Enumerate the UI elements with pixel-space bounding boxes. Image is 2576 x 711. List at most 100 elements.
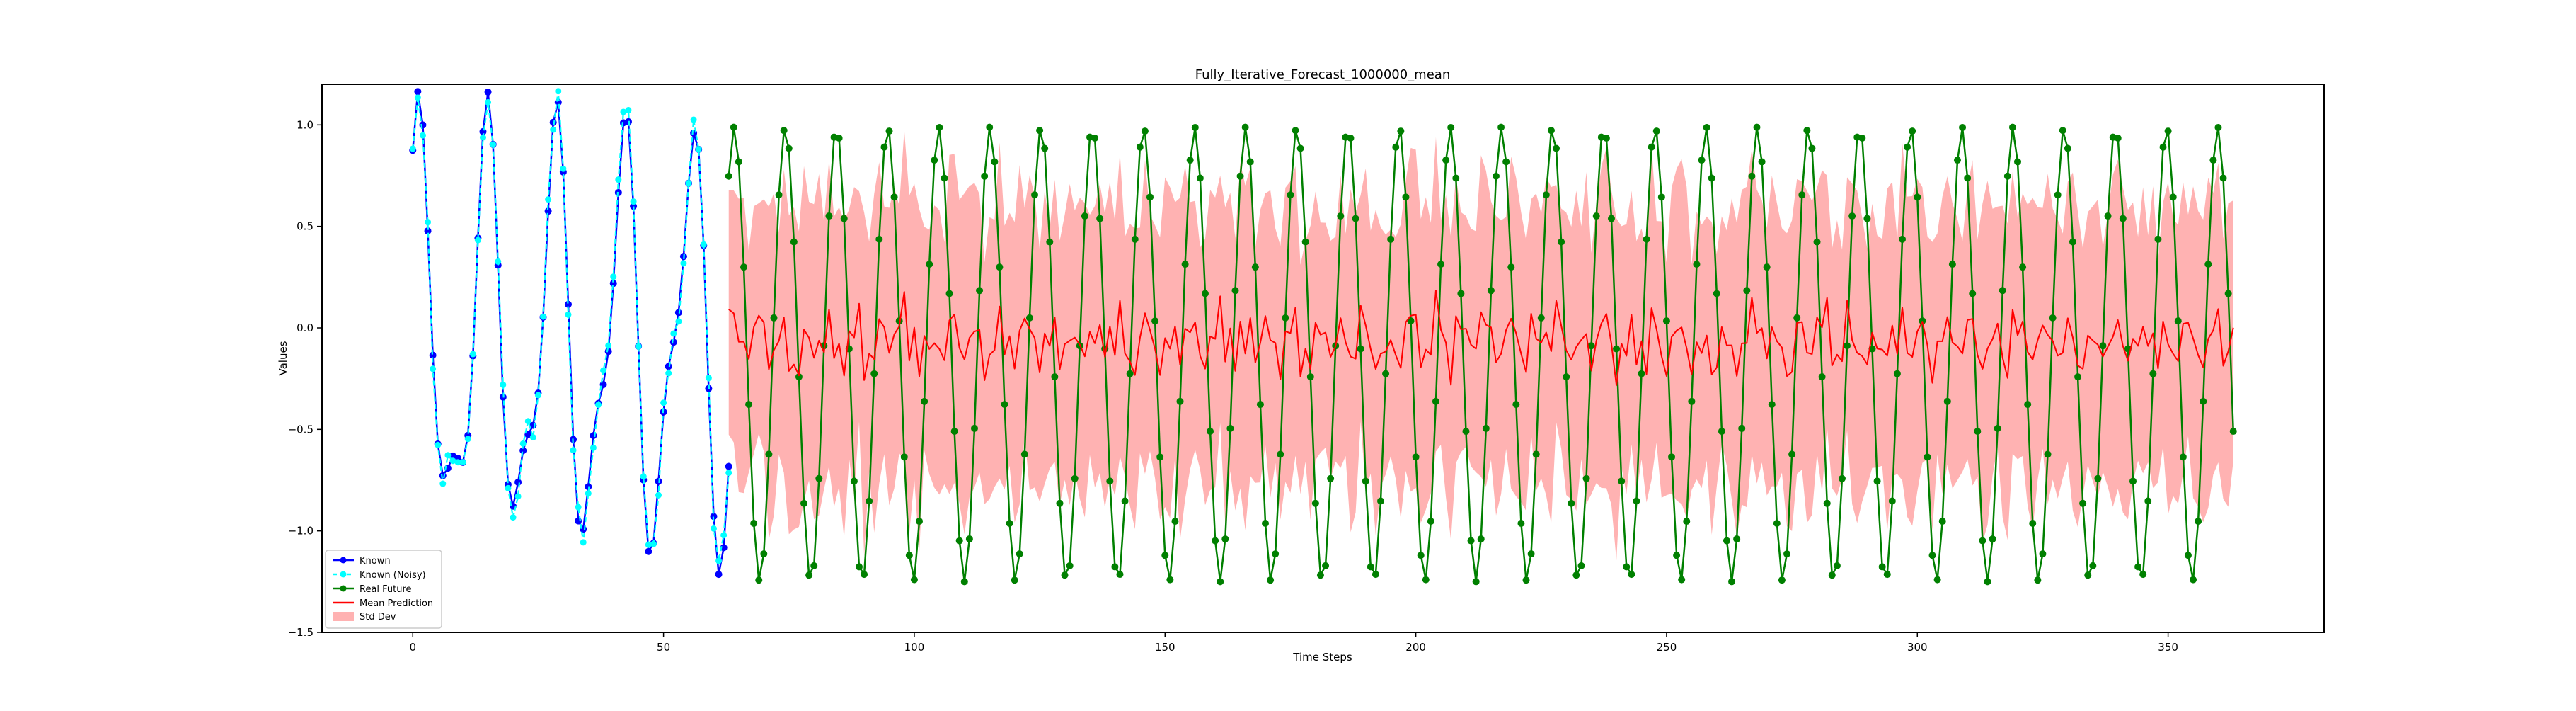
real-future-point <box>2204 261 2212 268</box>
real-future-point <box>2003 172 2011 180</box>
real-future-point <box>1025 314 1033 322</box>
x-tick-label: 100 <box>904 641 925 654</box>
known-noisy-point <box>690 116 697 123</box>
real-future-point <box>1241 123 1249 131</box>
real-future-point <box>890 193 898 201</box>
real-future-point <box>1833 562 1841 569</box>
plot-layer <box>409 88 2237 586</box>
known-point <box>609 280 617 288</box>
known-noisy-point <box>590 444 597 451</box>
known-point <box>564 300 572 308</box>
known-noisy-point <box>479 134 486 141</box>
known-point <box>665 363 672 370</box>
known-point <box>549 118 557 126</box>
known-noisy-point <box>700 241 707 248</box>
legend-label-real-future: Real Future <box>360 584 412 595</box>
real-future-point <box>1367 563 1374 571</box>
real-future-point <box>1362 477 1369 485</box>
real-future-point <box>785 144 793 152</box>
real-future-point <box>1517 520 1525 528</box>
real-future-point <box>1287 191 1294 199</box>
known-noisy-point <box>610 273 617 280</box>
known-noisy-point <box>660 399 667 406</box>
real-future-point <box>1096 215 1104 222</box>
real-future-point <box>770 314 778 322</box>
real-future-point <box>1347 134 1355 142</box>
real-future-point <box>1657 193 1665 201</box>
legend-label-known-noisy: Known (Noisy) <box>360 570 426 581</box>
real-future-point <box>991 158 999 166</box>
real-future-point <box>2200 397 2207 405</box>
real-future-point <box>800 499 808 507</box>
real-future-point <box>1267 576 1275 584</box>
real-future-point <box>1382 370 1390 377</box>
real-future-point <box>1352 215 1359 222</box>
y-tick-label: 0.0 <box>297 322 314 334</box>
real-future-point <box>2134 563 2142 571</box>
real-future-point <box>885 127 893 135</box>
known-noisy-point <box>600 367 607 374</box>
real-future-point <box>1502 158 1510 166</box>
known-noisy-point <box>675 318 682 325</box>
real-future-point <box>2154 235 2162 243</box>
real-future-point <box>810 562 818 569</box>
real-future-point <box>1813 238 1821 246</box>
known-noisy-point <box>625 106 632 113</box>
real-future-point <box>1662 317 1670 325</box>
real-future-point <box>1623 563 1631 571</box>
known-noisy-line <box>412 90 730 562</box>
real-future-point <box>1311 499 1319 507</box>
real-future-point <box>1607 215 1615 222</box>
x-tick-label: 0 <box>409 641 416 654</box>
real-future-point <box>1783 550 1791 558</box>
real-future-point <box>1402 193 1410 201</box>
real-future-point <box>1031 191 1039 199</box>
real-future-point <box>1512 401 1520 409</box>
x-tick-label: 300 <box>1907 641 1928 654</box>
real-future-point <box>1928 552 1936 559</box>
known-point <box>710 513 718 521</box>
real-future-point <box>1553 144 1560 152</box>
known-noisy-point <box>514 493 522 500</box>
real-future-point <box>2214 123 2222 131</box>
real-future-point <box>2144 497 2152 505</box>
real-future-point <box>970 424 978 432</box>
real-future-point <box>1186 157 1194 164</box>
real-future-point <box>745 401 753 409</box>
real-future-point <box>2184 552 2192 559</box>
real-future-point <box>1773 520 1781 528</box>
real-future-point <box>1196 174 1204 182</box>
real-future-point <box>1904 143 1911 151</box>
real-future-point <box>1638 370 1645 377</box>
known-noisy-point <box>485 98 492 106</box>
real-future-point <box>1497 123 1505 131</box>
real-future-point <box>1943 397 1951 405</box>
known-noisy-point <box>710 525 717 532</box>
real-future-point <box>1984 578 1991 586</box>
real-future-point <box>2094 474 2102 482</box>
known-noisy-point <box>505 484 512 491</box>
known-noisy-point <box>435 441 442 448</box>
real-future-point <box>1883 571 1891 579</box>
known-noisy-point <box>615 176 622 183</box>
known-noisy-point <box>469 351 476 358</box>
known-noisy-point <box>605 342 612 349</box>
y-tick-label: 1.0 <box>297 118 314 131</box>
known-noisy-point <box>565 311 572 318</box>
real-future-point <box>1793 314 1801 322</box>
real-future-point <box>2224 290 2232 297</box>
real-future-point <box>1613 345 1621 353</box>
real-future-point <box>2039 550 2047 558</box>
real-future-point <box>2014 158 2022 166</box>
real-future-point <box>1979 537 1986 545</box>
real-future-point <box>945 290 953 297</box>
real-future-point <box>1477 535 1485 543</box>
real-future-point <box>1277 450 1284 458</box>
real-future-point <box>1111 563 1119 571</box>
known-point <box>424 227 432 235</box>
x-axis-label: Time Steps <box>1292 651 1352 664</box>
real-future-point <box>1041 144 1049 152</box>
real-future-point <box>1828 571 1836 579</box>
real-future-point <box>1558 238 1565 246</box>
known-noisy-point <box>430 365 437 372</box>
